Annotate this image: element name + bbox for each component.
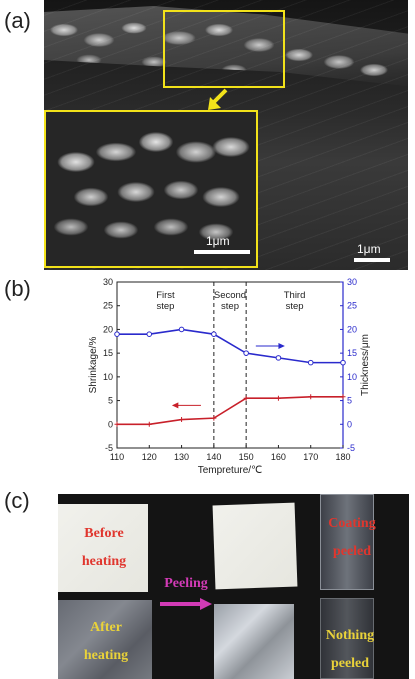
region-label: Second (214, 290, 246, 301)
y-left-tick-label: 20 (103, 324, 113, 334)
shrinkage-thickness-chart: 110 120 130 140 150 160 170 180 -5 0 5 10 15 20 25 30 -5… (0, 272, 415, 484)
left-axis-arrow-head (171, 402, 179, 409)
y-right-tick-label: 0 (347, 419, 352, 429)
inset-scale-label: 1μm (206, 234, 230, 248)
shrinkage-point (114, 421, 120, 427)
thickness-point (340, 359, 346, 366)
panel-c-label: (c) (4, 488, 30, 513)
after-heating-text: After heating (66, 614, 146, 670)
x-tick-label: 120 (142, 452, 157, 462)
main-scale-bar (354, 258, 390, 262)
nothing-line-2: peeled (330, 656, 370, 671)
y-left-tick-label: 5 (108, 396, 113, 406)
thickness-point (307, 359, 314, 366)
thickness-point (178, 326, 185, 333)
y-right-tick-label: 15 (347, 348, 357, 358)
region-label: Third (284, 290, 306, 301)
y-right-axis-title: Thickness/μm (360, 334, 371, 396)
peeling-arrow-icon (160, 598, 212, 610)
before-line-2: heating (81, 554, 127, 569)
panel-a-label: (a) (4, 8, 31, 33)
region-label: step (286, 301, 304, 312)
x-tick-label: 180 (335, 452, 350, 462)
nothing-peeled-text: Nothing peeled (318, 622, 382, 678)
inset-flakes (46, 121, 256, 259)
strip-nothing-peeled (320, 598, 374, 679)
y-left-tick-label: -5 (105, 443, 113, 453)
shrinkage-point (275, 395, 281, 401)
thickness-point (275, 355, 282, 361)
y-left-tick-label: 15 (103, 348, 113, 358)
x-tick-label: 150 (239, 452, 254, 462)
shrinkage-point (243, 395, 249, 401)
thickness-point (114, 331, 120, 337)
region-label: step (156, 301, 174, 312)
nothing-line-1: Nothing (325, 628, 375, 643)
x-tick-label: 140 (206, 452, 221, 462)
shrinkage-point (179, 417, 185, 423)
shrinkage-point (146, 421, 152, 427)
region-label: First (156, 290, 175, 301)
y-right-tick-label: 20 (347, 324, 357, 334)
film-after-heating (58, 600, 152, 679)
x-axis-title: Tempreture/℃ (198, 465, 263, 476)
strip-coating-peeled (320, 494, 374, 590)
y-right-tick-label: 5 (347, 396, 352, 406)
right-series-line (117, 328, 343, 364)
y-left-tick-label: 30 (103, 277, 113, 287)
thickness-point (243, 350, 249, 356)
film-peeled-top (212, 502, 298, 590)
x-tick-label: 130 (174, 452, 189, 462)
y-left-tick-label: 0 (108, 419, 113, 429)
left-series-line (117, 395, 343, 426)
y-left-tick-label: 25 (103, 301, 113, 311)
y-right-tick-label: -5 (347, 443, 355, 453)
thickness-point (211, 331, 217, 337)
shrinkage-point (340, 394, 346, 400)
main-scale-label: 1μm (357, 242, 381, 256)
x-tick-label: 110 (110, 452, 124, 462)
panel-b-label: (b) (4, 276, 31, 301)
film-before-heating (58, 504, 148, 592)
zoom-arrow-icon (208, 88, 228, 110)
film-peeled-bottom (214, 604, 294, 679)
y-left-tick-label: 10 (103, 372, 113, 382)
y-left-axis-title: Shrinkage/% (88, 337, 99, 394)
y-right-tick-label: 30 (347, 277, 357, 287)
thickness-point (146, 331, 153, 337)
zoom-region-box (163, 10, 285, 88)
right-axis-arrow-head (278, 343, 285, 350)
before-heating-text: Before heating (64, 520, 144, 576)
sem-image-panel: 1μm 1μm (44, 0, 408, 270)
coating-peeled-text: Coating peeled (320, 510, 384, 566)
after-line-2: heating (83, 648, 129, 663)
coating-line-1: Coating (328, 516, 376, 531)
y-right-tick-label: 25 (347, 301, 357, 311)
chart-svg: 110 120 130 140 150 160 170 180-5051015202530-5… (88, 277, 371, 476)
shrinkage-point (211, 415, 217, 421)
x-tick-label: 170 (303, 452, 318, 462)
inset-scale-bar (194, 250, 250, 254)
before-line-1: Before (84, 526, 124, 541)
y-right-tick-label: 10 (347, 372, 357, 382)
peeling-label: Peeling (164, 576, 208, 591)
photo-panel: Before heating After heating Peeling Coa… (58, 494, 409, 679)
sem-zoom-inset: 1μm (44, 110, 258, 268)
shrinkage-point (308, 394, 314, 400)
x-tick-label: 160 (271, 452, 286, 462)
after-line-1: After (90, 620, 122, 635)
coating-line-2: peeled (332, 544, 372, 559)
region-label: step (221, 301, 239, 312)
